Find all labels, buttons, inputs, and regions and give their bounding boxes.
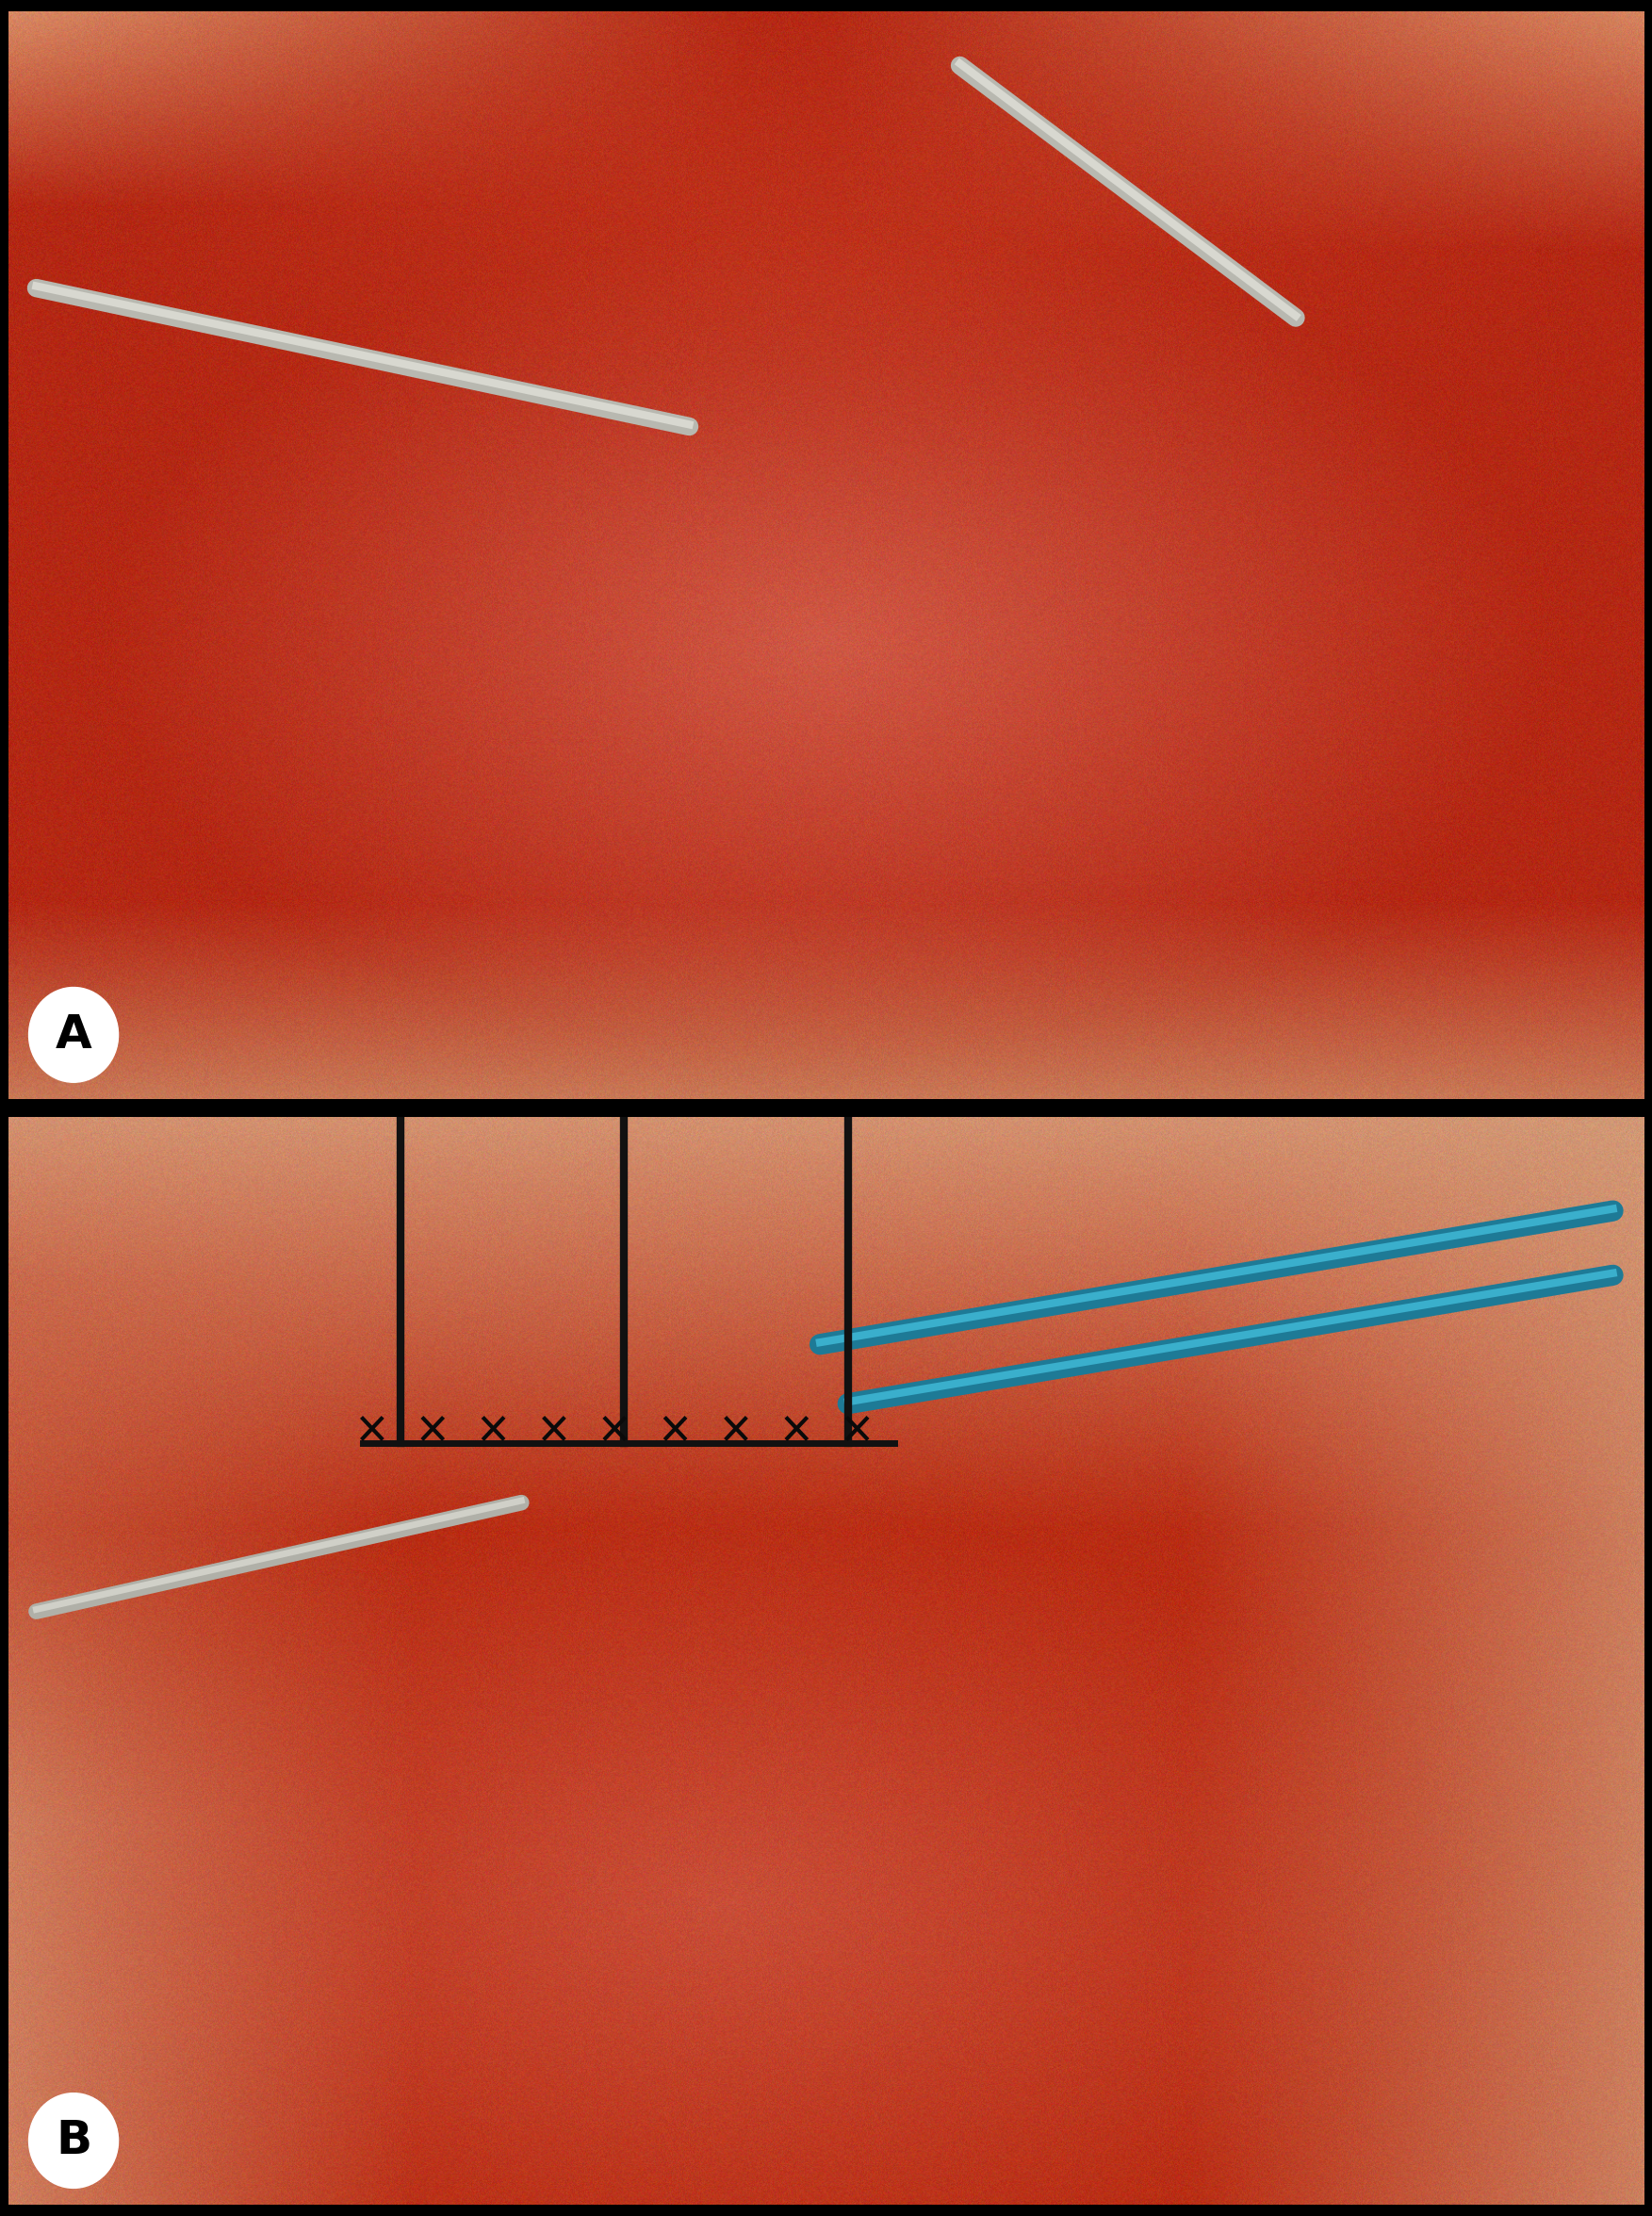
Text: A: A bbox=[55, 1013, 93, 1057]
Circle shape bbox=[28, 2094, 119, 2187]
Text: B: B bbox=[56, 2118, 91, 2163]
Circle shape bbox=[28, 988, 119, 1081]
